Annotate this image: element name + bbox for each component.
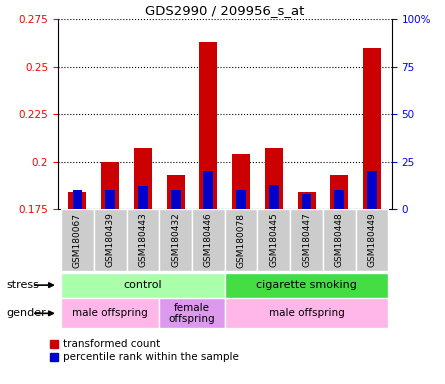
Bar [302, 194, 312, 209]
Bar [192, 209, 225, 271]
Bar [323, 209, 356, 271]
Text: gender: gender [7, 308, 46, 318]
Bar [61, 209, 94, 271]
Bar [159, 298, 225, 328]
Bar [258, 209, 290, 271]
Bar [334, 190, 344, 209]
Text: female
offspring: female offspring [169, 303, 215, 324]
Bar [61, 298, 159, 328]
Bar [298, 192, 316, 209]
Bar [126, 209, 159, 271]
Bar [225, 209, 258, 271]
Bar [159, 209, 192, 271]
Bar [356, 209, 388, 271]
Text: male offspring: male offspring [269, 308, 344, 318]
Bar [101, 162, 119, 209]
Bar [171, 190, 181, 209]
Bar [61, 273, 225, 298]
Bar [367, 171, 377, 209]
Text: stress: stress [7, 280, 40, 290]
Bar [290, 209, 323, 271]
Bar [225, 298, 388, 328]
Bar [232, 154, 250, 209]
Legend: transformed count, percentile rank within the sample: transformed count, percentile rank withi… [50, 339, 239, 362]
Bar [94, 209, 126, 271]
Text: GSM180067: GSM180067 [73, 212, 82, 268]
Text: GSM180445: GSM180445 [269, 213, 278, 267]
Bar [105, 190, 115, 209]
Text: GSM180443: GSM180443 [138, 213, 147, 267]
Text: GSM180448: GSM180448 [335, 213, 344, 267]
Bar [166, 175, 185, 209]
Bar [138, 187, 148, 209]
Text: GSM180078: GSM180078 [237, 212, 246, 268]
Text: GSM180432: GSM180432 [171, 213, 180, 267]
Text: GSM180446: GSM180446 [204, 213, 213, 267]
Title: GDS2990 / 209956_s_at: GDS2990 / 209956_s_at [145, 3, 304, 17]
Bar [203, 171, 213, 209]
Text: male offspring: male offspring [73, 308, 148, 318]
Text: GSM180449: GSM180449 [368, 213, 376, 267]
Text: GSM180439: GSM180439 [106, 213, 115, 267]
Bar [330, 175, 348, 209]
Text: GSM180447: GSM180447 [302, 213, 311, 267]
Text: control: control [124, 280, 162, 290]
Text: cigarette smoking: cigarette smoking [256, 280, 357, 290]
Bar [199, 42, 217, 209]
Bar [269, 185, 279, 209]
Bar [236, 190, 246, 209]
Bar [265, 149, 283, 209]
Bar [225, 273, 388, 298]
Bar [73, 190, 82, 209]
Bar [69, 192, 86, 209]
Bar [363, 48, 381, 209]
Bar [134, 149, 152, 209]
